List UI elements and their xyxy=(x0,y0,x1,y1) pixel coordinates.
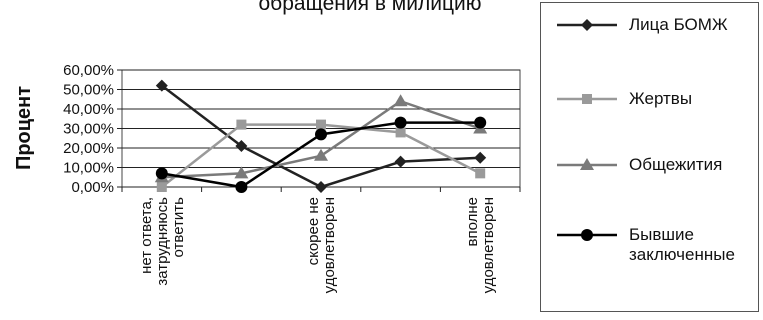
legend-swatch xyxy=(557,19,617,31)
data-point xyxy=(474,151,487,164)
legend-label: Общежития xyxy=(629,155,723,174)
chart-plot: обращения в милицию Процент 0,00% 10,00% 2… xyxy=(13,0,521,293)
data-point xyxy=(580,158,594,170)
legend-swatch xyxy=(557,229,617,241)
series-3 xyxy=(154,94,488,183)
legend: Лица БОМЖ Жертвы Общежития Бывшие заключенн… xyxy=(540,2,759,312)
data-point xyxy=(316,119,326,130)
y-tick-label: 10,00% xyxy=(63,160,114,177)
x-tick-label: нет ответа, затрудняюсь ответить xyxy=(138,197,187,286)
data-point xyxy=(235,140,248,153)
data-point xyxy=(236,119,247,130)
y-tick-label: 50,00% xyxy=(63,82,114,99)
data-point xyxy=(394,155,407,168)
data-point xyxy=(235,181,248,193)
data-point xyxy=(314,148,328,161)
data-point xyxy=(155,167,168,180)
x-tick-label: вполне удовлетворен xyxy=(464,197,497,293)
x-tick-label-line: скорее не xyxy=(305,197,322,265)
legend-label: Лица БОМЖ xyxy=(629,15,728,34)
data-point xyxy=(315,181,327,193)
x-tick-label-line: вполне xyxy=(464,197,481,246)
y-tick-label: 40,00% xyxy=(63,101,114,118)
y-tick-label: 60,00% xyxy=(63,62,114,79)
series-1 xyxy=(155,79,487,193)
data-point xyxy=(394,116,407,129)
x-tick-label-line: затрудняюсь xyxy=(154,197,171,286)
series-4 xyxy=(155,116,487,193)
data-point xyxy=(234,166,249,179)
x-tick-label-line: удовлетворен xyxy=(480,197,497,293)
x-tick-label-line: ответить xyxy=(170,197,187,258)
legend-swatch xyxy=(557,94,617,104)
data-point xyxy=(315,128,327,141)
series-2 xyxy=(156,119,486,192)
data-point xyxy=(475,168,486,179)
legend-swatch xyxy=(557,158,617,170)
x-tick-label: скорее не удовлетворен xyxy=(305,197,338,293)
data-point xyxy=(156,182,167,192)
data-point xyxy=(393,94,408,107)
y-tick-label: 20,00% xyxy=(63,140,114,157)
data-point xyxy=(581,19,593,31)
y-axis-label: Процент xyxy=(13,86,35,170)
data-point xyxy=(155,79,168,92)
data-point xyxy=(474,116,487,129)
legend-label: Бывшие заключенные xyxy=(629,225,735,264)
x-tick-label-line: удовлетворен xyxy=(321,197,338,293)
x-tick-label-line: нет ответа, xyxy=(138,197,155,274)
y-tick-label: 0,00% xyxy=(71,179,114,196)
data-point xyxy=(581,229,593,241)
legend-label: Жертвы xyxy=(629,89,693,108)
data-point xyxy=(582,94,592,104)
chart-title: обращения в милицию xyxy=(259,0,482,15)
data-point xyxy=(395,127,406,138)
y-tick-label: 30,00% xyxy=(63,121,114,138)
